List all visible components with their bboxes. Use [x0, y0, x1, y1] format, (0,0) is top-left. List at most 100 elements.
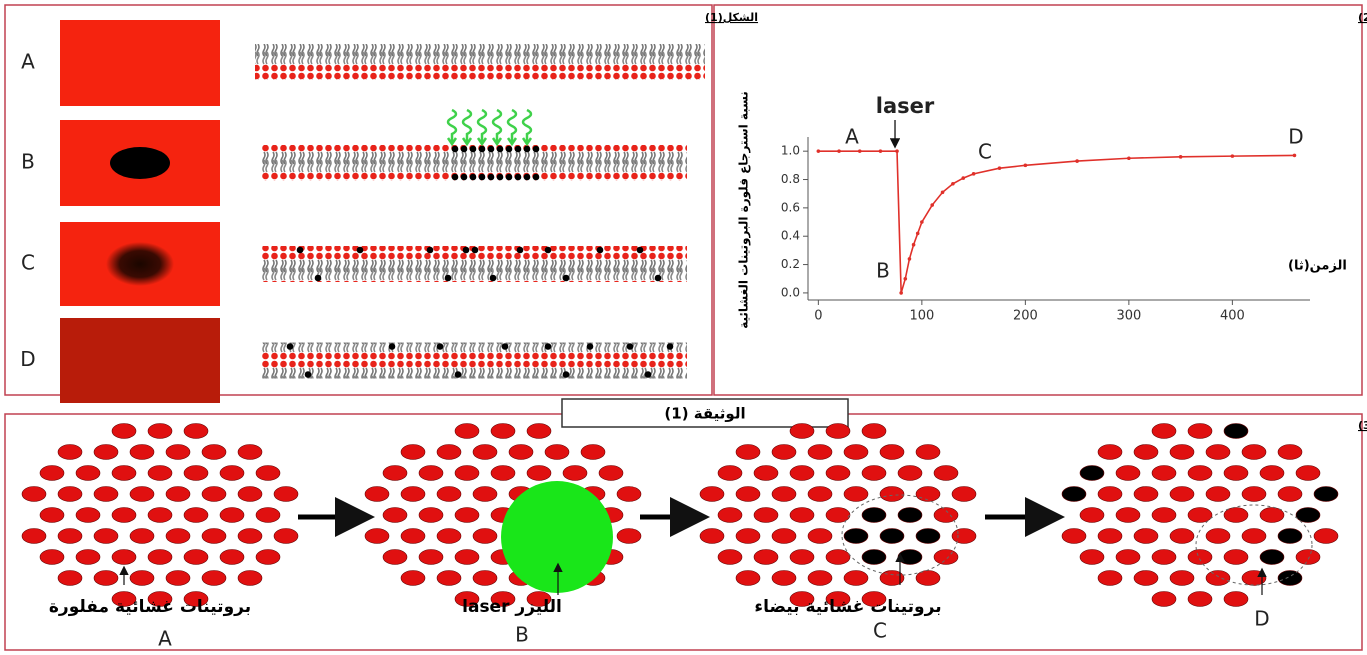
membrane-protein: [1224, 592, 1248, 607]
membrane-protein: [617, 529, 641, 544]
membrane-protein: [1170, 571, 1194, 586]
membrane-protein: [700, 529, 724, 544]
fluorescence-square: [60, 20, 220, 106]
data-point: [916, 232, 920, 236]
membrane-protein: [898, 550, 922, 565]
membrane-protein: [1188, 550, 1212, 565]
membrane-protein: [148, 424, 172, 439]
membrane-protein: [916, 487, 940, 502]
membrane-protein: [491, 466, 515, 481]
data-point: [1179, 155, 1183, 159]
bleached-head: [452, 174, 459, 181]
membrane-protein: [718, 550, 742, 565]
row-letter: A: [21, 50, 35, 74]
membrane-protein: [1170, 529, 1194, 544]
membrane-protein: [94, 529, 118, 544]
membrane-protein: [736, 571, 760, 586]
membrane-protein: [365, 487, 389, 502]
y-axis-label: نسبة استرجاع فلورة البروتينات الغشائية: [737, 91, 752, 329]
membrane-protein: [790, 508, 814, 523]
membrane-protein: [736, 529, 760, 544]
bleached-head: [506, 146, 513, 153]
membrane-protein: [383, 508, 407, 523]
membrane-protein: [401, 529, 425, 544]
membrane-protein: [112, 466, 136, 481]
membrane-protein: [130, 445, 154, 460]
membrane-protein: [1098, 529, 1122, 544]
membrane-protein: [419, 508, 443, 523]
recovering-spot: [106, 242, 174, 286]
membrane-protein: [220, 466, 244, 481]
bleached-head: [490, 275, 497, 282]
membrane-protein: [754, 550, 778, 565]
row-letter: B: [21, 150, 35, 174]
caption: بروتينات غشائية مفلورة: [49, 597, 251, 617]
membrane-protein: [1278, 571, 1302, 586]
membrane-protein: [844, 529, 868, 544]
row-letter: D: [20, 347, 35, 371]
membrane-protein: [383, 466, 407, 481]
data-point: [903, 277, 907, 281]
membrane-protein: [401, 445, 425, 460]
membrane-protein: [898, 508, 922, 523]
membrane-protein: [826, 424, 850, 439]
membrane-protein: [437, 529, 461, 544]
membrane-protein: [1278, 529, 1302, 544]
membrane-protein: [238, 487, 262, 502]
bleached-head: [533, 174, 540, 181]
membrane-protein: [880, 487, 904, 502]
membrane-protein: [862, 508, 886, 523]
membrane-protein: [58, 445, 82, 460]
y-tick-label: 0.0: [781, 285, 800, 299]
y-tick-label: 1.0: [781, 144, 800, 158]
bleached-head: [497, 146, 504, 153]
membrane-protein: [184, 424, 208, 439]
membrane-protein: [617, 487, 641, 502]
data-point: [1127, 156, 1131, 160]
membrane-protein: [581, 445, 605, 460]
membrane-protein: [754, 466, 778, 481]
membrane-protein: [563, 466, 587, 481]
data-point: [817, 149, 821, 153]
membrane-protein: [130, 529, 154, 544]
membrane-protein: [826, 466, 850, 481]
membrane-protein: [166, 571, 190, 586]
point-label: B: [876, 259, 890, 283]
membrane-protein: [1206, 571, 1230, 586]
membrane-protein: [419, 466, 443, 481]
membrane-protein: [718, 466, 742, 481]
membrane-protein: [916, 445, 940, 460]
membrane-protein: [455, 550, 479, 565]
membrane-protein: [1314, 487, 1338, 502]
bleached-head: [488, 146, 495, 153]
membrane-protein: [862, 466, 886, 481]
laser-beam: [478, 110, 486, 142]
membrane-protein: [473, 445, 497, 460]
bleached-head: [455, 371, 462, 378]
bleached-head: [637, 247, 644, 254]
membrane-protein: [94, 445, 118, 460]
laser-annotation: laser: [876, 94, 935, 118]
membrane-protein: [76, 508, 100, 523]
caption: بروتينات غشائية بيضاء: [754, 597, 941, 617]
membrane-protein: [94, 571, 118, 586]
membrane-protein: [1098, 571, 1122, 586]
membrane-protein: [772, 529, 796, 544]
x-tick-label: 300: [1116, 309, 1141, 324]
bleached-head: [524, 174, 531, 181]
figure2-frame: [714, 5, 1362, 395]
membrane-protein: [238, 571, 262, 586]
membrane-protein: [166, 487, 190, 502]
membrane-protein: [148, 466, 172, 481]
bleached-head: [497, 174, 504, 181]
membrane-protein: [826, 550, 850, 565]
bleached-head: [461, 146, 468, 153]
membrane-protein: [148, 550, 172, 565]
laser-beam: [508, 110, 516, 142]
bleached-head: [287, 343, 294, 350]
membrane-protein: [1206, 529, 1230, 544]
membrane-protein: [1170, 445, 1194, 460]
membrane-protein: [934, 466, 958, 481]
data-point: [879, 149, 883, 153]
membrane-protein: [491, 424, 515, 439]
